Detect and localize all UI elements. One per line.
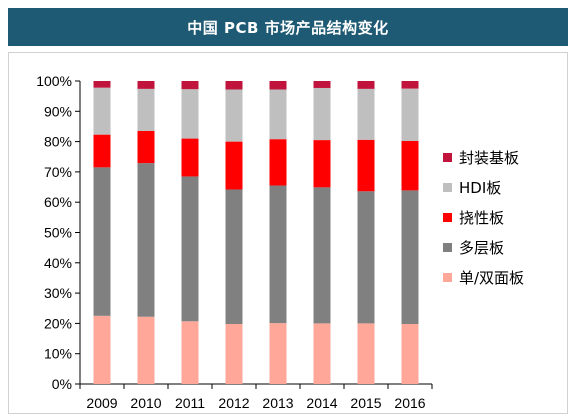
chart-title: 中国 PCB 市场产品结构变化 bbox=[8, 8, 568, 46]
bar-segment bbox=[181, 81, 199, 90]
bar-segment bbox=[357, 88, 375, 140]
x-tick-label: 2012 bbox=[218, 395, 249, 411]
bar-segment bbox=[401, 140, 419, 191]
bar-segment bbox=[401, 81, 419, 89]
bar-segment bbox=[93, 87, 111, 135]
bar-segment bbox=[225, 324, 243, 384]
bar-segment bbox=[269, 81, 287, 90]
bar-segment bbox=[137, 130, 155, 164]
bar-segment bbox=[181, 176, 199, 322]
bar-segment bbox=[357, 191, 375, 324]
bar-segment bbox=[181, 138, 199, 177]
x-tick-label: 2015 bbox=[350, 395, 381, 411]
chart-frame bbox=[8, 52, 568, 414]
legend-label: HDI板 bbox=[459, 179, 501, 197]
y-tick-label: 100% bbox=[36, 73, 72, 89]
legend-swatch bbox=[443, 153, 452, 162]
bar-segment bbox=[225, 81, 243, 90]
x-tick-label: 2014 bbox=[306, 395, 337, 411]
bar-segment bbox=[93, 315, 111, 384]
bar-segment bbox=[93, 134, 111, 168]
y-axis: 0% 10% 20% 30% 40% 50% 60% 70% 80% 90% 100% bbox=[36, 73, 81, 392]
x-tick-label: 2009 bbox=[86, 395, 117, 411]
legend-swatch bbox=[443, 243, 452, 252]
y-tick-label: 20% bbox=[44, 315, 72, 331]
bar-segment bbox=[357, 139, 375, 192]
bar-segment bbox=[93, 167, 111, 316]
bar-segment bbox=[401, 190, 419, 325]
y-tick-label: 0% bbox=[52, 376, 72, 392]
bar-segment bbox=[181, 321, 199, 384]
x-tick-label: 2010 bbox=[130, 395, 161, 411]
bar-segment bbox=[313, 81, 331, 88]
y-tick-label: 30% bbox=[44, 285, 72, 301]
legend-swatch bbox=[443, 213, 452, 222]
bar-segment bbox=[137, 88, 155, 131]
y-tick-label: 70% bbox=[44, 164, 72, 180]
bar-segment bbox=[93, 81, 111, 88]
bars bbox=[93, 81, 419, 384]
legend-label: 封装基板 bbox=[459, 149, 519, 167]
x-tick-label: 2011 bbox=[175, 395, 205, 411]
y-tick-label: 80% bbox=[44, 134, 72, 150]
x-axis: 2009 2010 2011 2012 2013 2014 2015 2016 bbox=[79, 383, 433, 411]
bar-segment bbox=[181, 89, 199, 139]
legend-label: 单/双面板 bbox=[459, 269, 524, 287]
bar-segment bbox=[137, 81, 155, 89]
bar-segment bbox=[357, 323, 375, 384]
bar-segment bbox=[269, 89, 287, 140]
y-tick-label: 50% bbox=[44, 225, 72, 241]
bar-segment bbox=[313, 323, 331, 384]
bar-segment bbox=[357, 81, 375, 89]
y-tick-label: 10% bbox=[44, 346, 72, 362]
bar-segment bbox=[313, 87, 331, 141]
legend-label: 挠性板 bbox=[459, 209, 504, 227]
bar-segment bbox=[401, 324, 419, 384]
y-tick-label: 90% bbox=[44, 103, 72, 119]
bar-segment bbox=[137, 163, 155, 317]
x-tick-label: 2013 bbox=[262, 395, 293, 411]
bar-segment bbox=[225, 189, 243, 325]
bar-segment bbox=[137, 316, 155, 384]
legend-swatch bbox=[443, 273, 452, 282]
bar-segment bbox=[401, 88, 419, 141]
x-tick-label: 2016 bbox=[394, 395, 425, 411]
y-tick-label: 60% bbox=[44, 194, 72, 210]
bar-segment bbox=[313, 140, 331, 188]
bar-segment bbox=[269, 323, 287, 384]
legend-label: 多层板 bbox=[459, 239, 504, 257]
bar-segment bbox=[269, 139, 287, 186]
y-tick-label: 40% bbox=[44, 255, 72, 271]
bar-segment bbox=[269, 185, 287, 324]
bar-segment bbox=[225, 141, 243, 190]
bar-segment bbox=[313, 187, 331, 324]
bar-segment bbox=[225, 89, 243, 142]
legend-swatch bbox=[443, 183, 452, 192]
